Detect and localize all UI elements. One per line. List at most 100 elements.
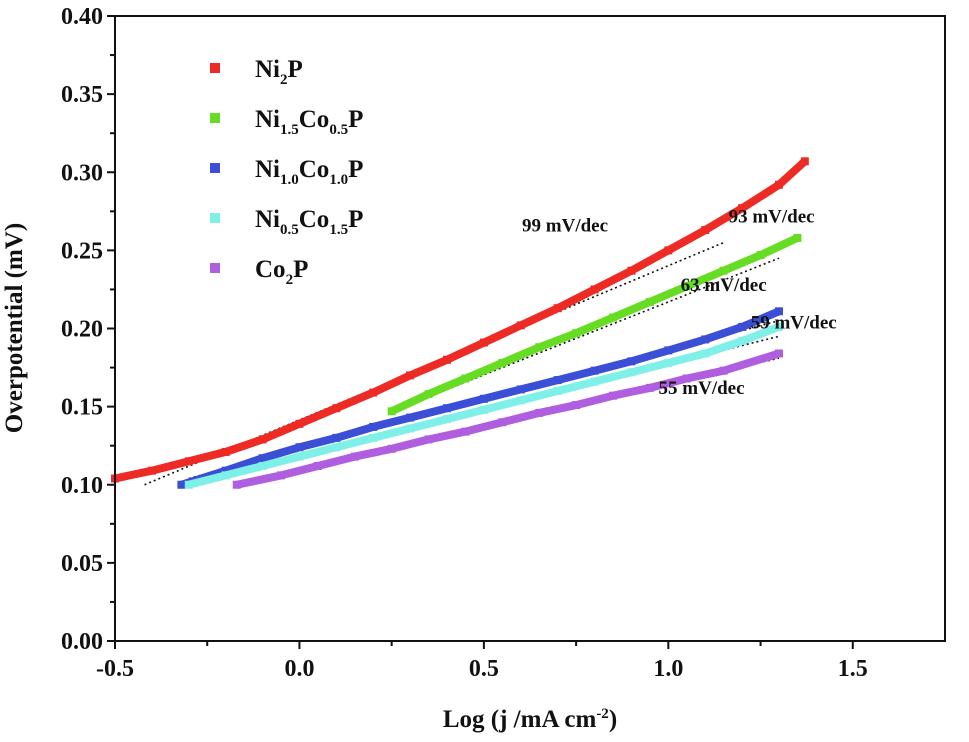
data-point xyxy=(479,394,488,403)
data-point xyxy=(295,452,304,461)
data-point xyxy=(369,422,378,431)
y-axis-title: Overpotential (mV) xyxy=(1,223,28,433)
legend-label: Ni2P xyxy=(255,56,303,88)
data-point xyxy=(645,383,654,392)
data-point xyxy=(682,374,691,383)
data-point xyxy=(221,471,230,480)
data-point xyxy=(756,251,765,260)
data-point xyxy=(332,443,341,452)
x-tick-label: -0.5 xyxy=(96,656,134,682)
data-point xyxy=(232,480,241,489)
data-point xyxy=(350,452,359,461)
data-point xyxy=(682,282,691,291)
data-point xyxy=(664,358,673,367)
slope-annotation: 59 mV/dec xyxy=(751,313,837,334)
y-tick-label: 0.00 xyxy=(61,629,103,655)
data-point xyxy=(479,405,488,414)
data-point xyxy=(406,371,415,380)
data-point xyxy=(627,357,636,366)
data-point xyxy=(406,413,415,422)
legend-label: Ni1.0Co1.0P xyxy=(255,156,363,188)
y-tick-label: 0.35 xyxy=(61,82,103,108)
data-point xyxy=(184,457,193,466)
data-point xyxy=(498,358,507,367)
data-point xyxy=(277,471,285,480)
data-point xyxy=(775,307,783,316)
data-point xyxy=(295,419,304,428)
x-axis: -0.5 0.0 0.5 1.0 1.5 xyxy=(96,641,868,682)
data-point xyxy=(332,404,341,413)
data-point xyxy=(424,435,433,444)
slope-annotations: 99 mV/dec 93 mV/dec 63 mV/dec 59 mV/dec 55 m… xyxy=(522,206,837,399)
data-point xyxy=(553,387,562,395)
data-point xyxy=(221,466,230,475)
series-line xyxy=(390,234,800,415)
data-series xyxy=(111,157,809,489)
data-point xyxy=(424,390,433,399)
data-point xyxy=(516,321,525,330)
data-point xyxy=(800,157,809,166)
data-point xyxy=(313,462,322,470)
data-point xyxy=(590,377,599,386)
legend-marker xyxy=(210,63,220,73)
data-point xyxy=(177,480,186,489)
y-tick-label: 0.30 xyxy=(61,160,103,186)
data-point xyxy=(535,343,544,352)
data-point xyxy=(775,349,783,358)
legend-label: Co2P xyxy=(255,256,308,288)
legend-label: Ni1.5Co0.5P xyxy=(255,106,363,138)
legend-marker xyxy=(210,263,220,273)
data-point xyxy=(738,337,747,345)
y-tick-label: 0.15 xyxy=(61,395,103,421)
data-point xyxy=(461,427,470,436)
y-tick-label: 0.20 xyxy=(61,317,103,343)
x-tick-label: 0.0 xyxy=(284,656,314,682)
data-point xyxy=(553,304,562,313)
data-point xyxy=(590,285,599,294)
x-axis-title-suffix: ) xyxy=(609,706,617,733)
data-point xyxy=(738,204,747,213)
x-axis-title: Log (j /mA cm-2) xyxy=(443,706,617,733)
data-point xyxy=(443,404,451,413)
x-axis-title-text: Log (j /mA cm xyxy=(443,706,597,733)
legend-marker xyxy=(210,213,220,223)
data-point xyxy=(387,444,396,453)
legend-marker xyxy=(210,163,220,173)
data-point xyxy=(572,329,581,338)
data-point xyxy=(461,374,470,383)
data-point xyxy=(701,349,710,358)
data-point xyxy=(793,233,802,242)
data-point xyxy=(553,376,562,385)
y-tick-label: 0.10 xyxy=(61,473,103,499)
legend-label: Ni0.5Co1.5P xyxy=(255,206,363,238)
data-point xyxy=(479,338,488,347)
data-point xyxy=(295,443,304,452)
series-line xyxy=(114,158,808,483)
data-point xyxy=(443,415,451,424)
slope-annotation: 55 mV/dec xyxy=(659,378,745,399)
data-point xyxy=(516,385,525,394)
data-point xyxy=(443,355,451,364)
data-point xyxy=(516,396,525,405)
x-axis-title-sup: -2 xyxy=(596,706,609,722)
data-point xyxy=(738,322,747,331)
data-point xyxy=(498,418,507,427)
data-point xyxy=(664,346,673,355)
data-point xyxy=(609,313,617,322)
data-point xyxy=(258,454,267,463)
y-tick-label: 0.25 xyxy=(61,238,103,264)
slope-annotation: 63 mV/dec xyxy=(681,275,767,296)
data-point xyxy=(535,408,544,417)
data-point xyxy=(719,366,728,375)
x-tick-label: 1.0 xyxy=(653,656,683,682)
legend: Ni2P Ni1.5Co0.5P Ni1.0Co1.0P Ni0.5Co1.5P Co2… xyxy=(210,56,363,288)
data-point xyxy=(701,226,710,235)
data-point xyxy=(387,407,396,416)
slope-annotation: 93 mV/dec xyxy=(729,206,815,227)
data-point xyxy=(775,322,783,331)
data-point xyxy=(572,401,581,410)
legend-marker xyxy=(210,113,220,123)
slope-annotation: 99 mV/dec xyxy=(522,216,608,237)
data-point xyxy=(258,435,267,444)
